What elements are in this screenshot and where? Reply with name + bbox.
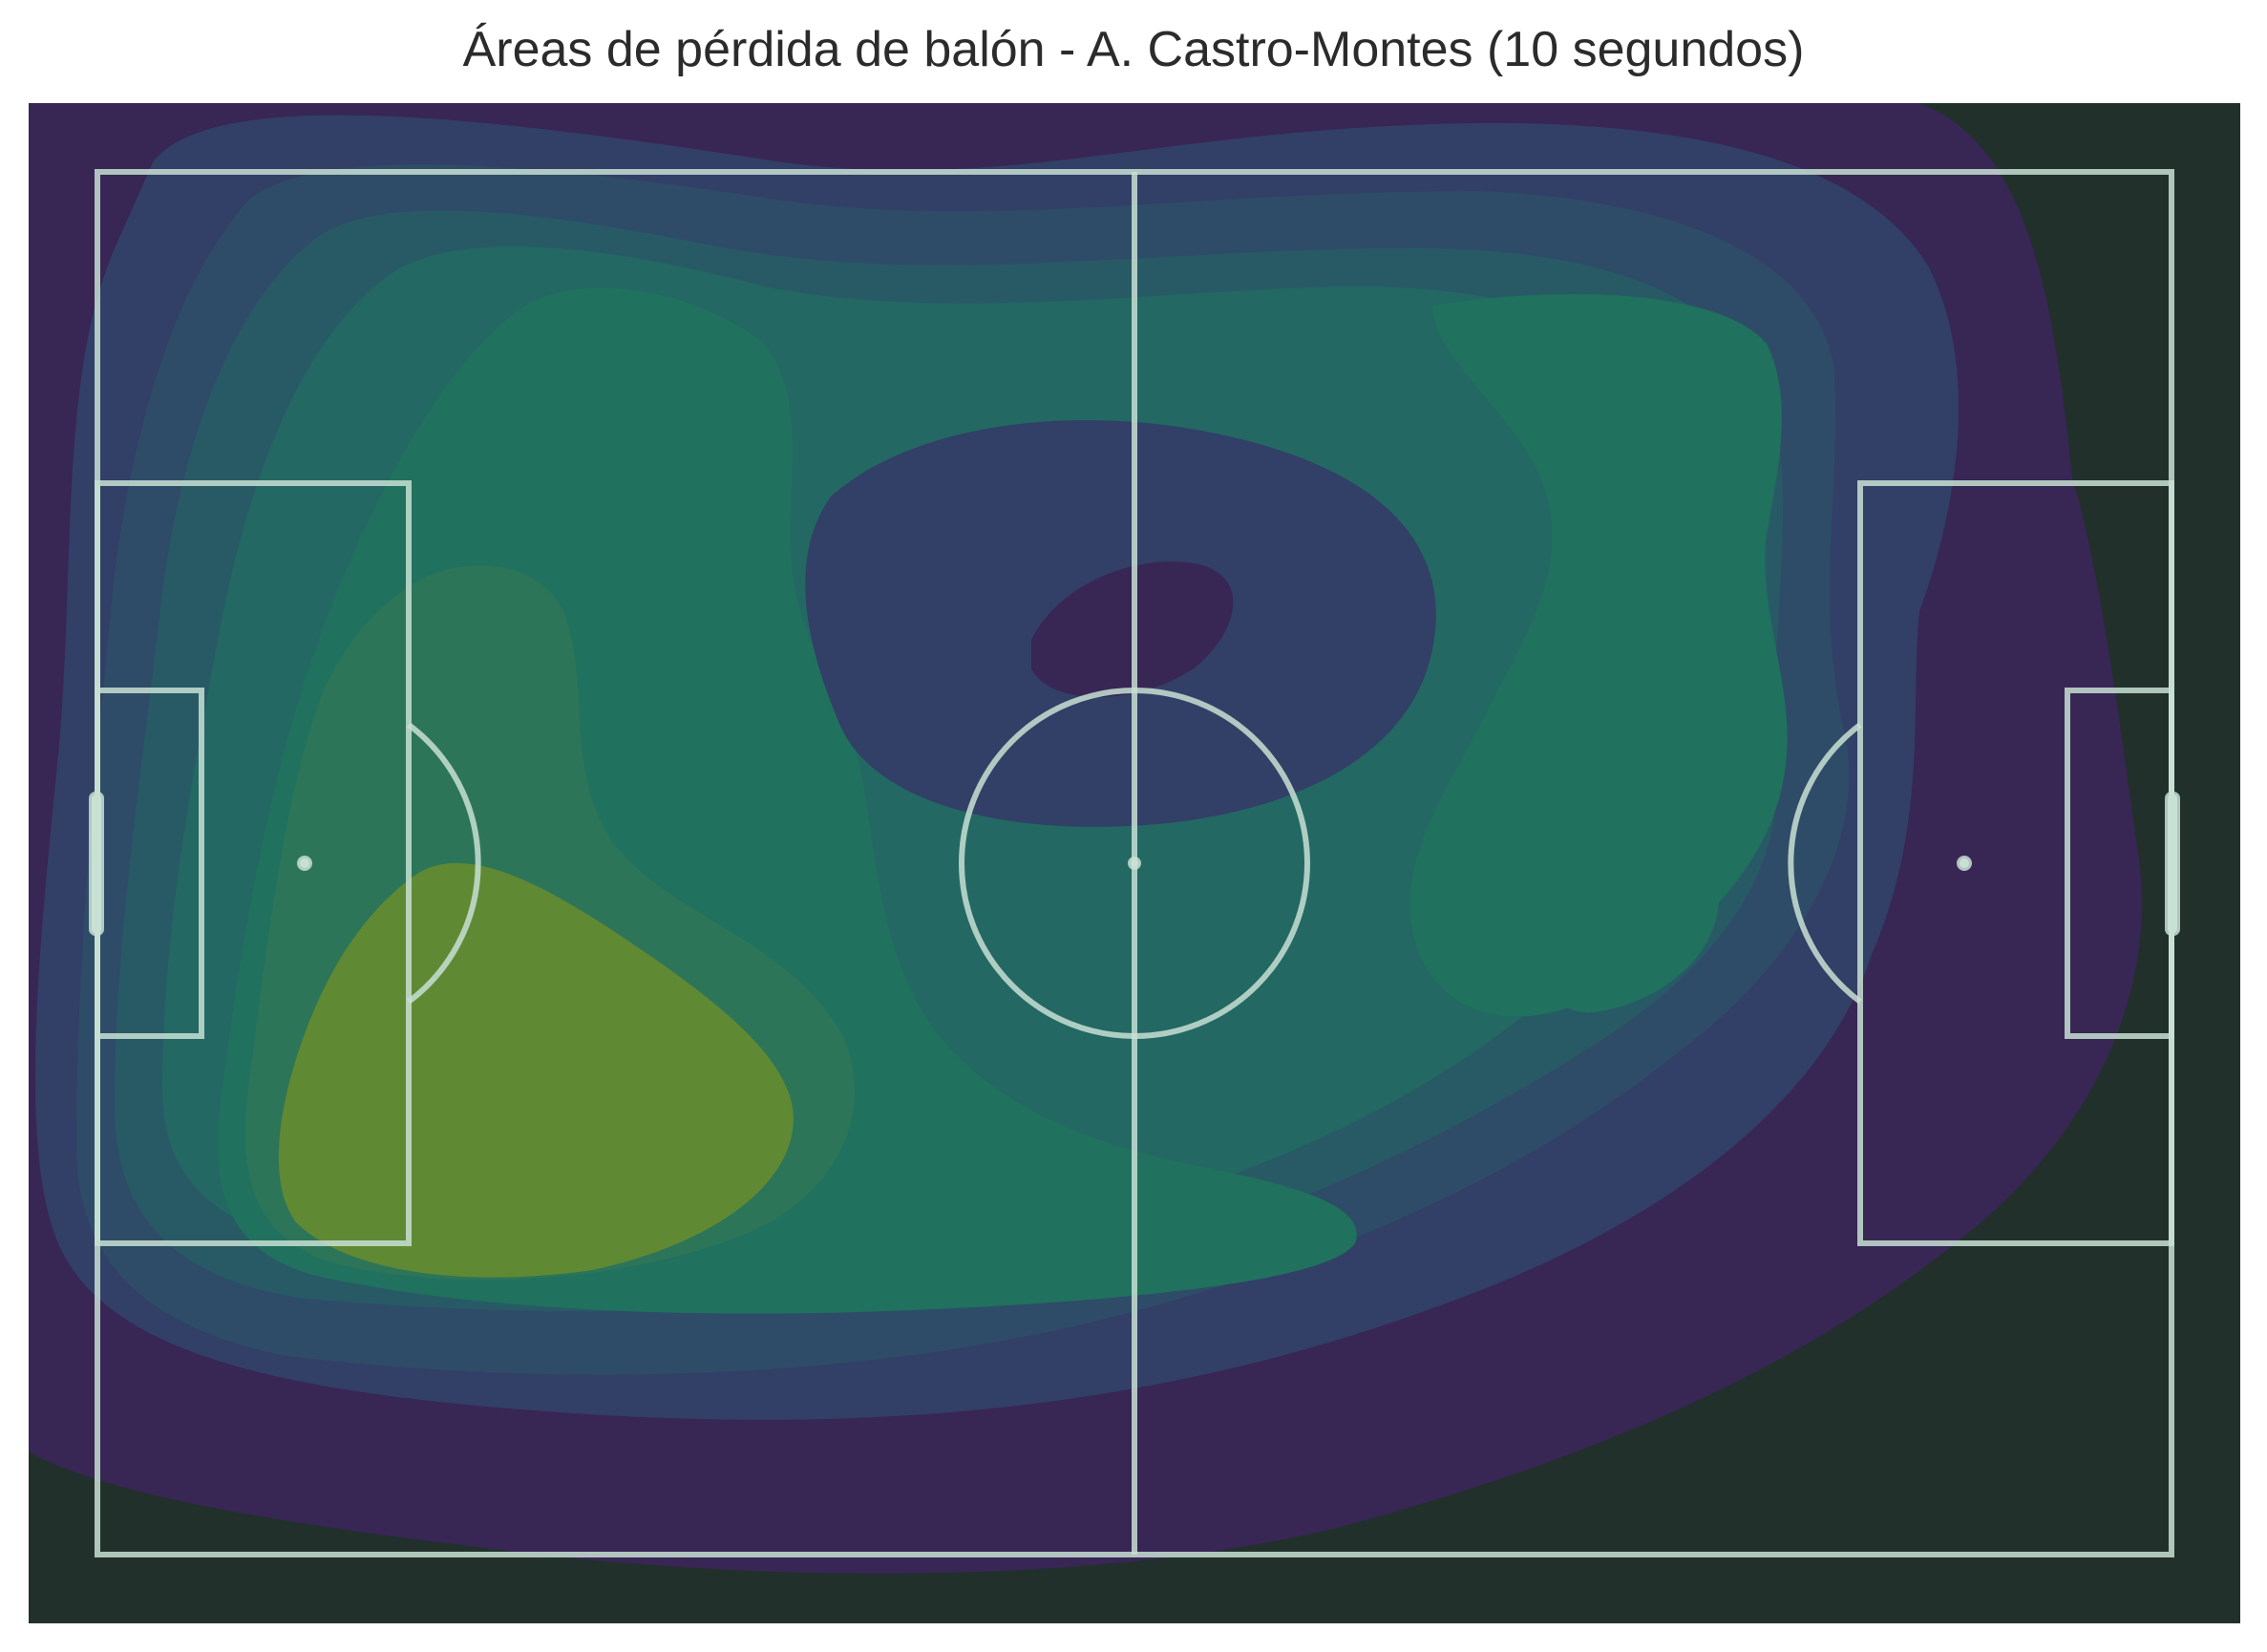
right-goal: [2165, 792, 2180, 936]
chart-title: Áreas de pérdida de balón - A. Castro-Mo…: [462, 22, 1805, 77]
centre-spot: [1128, 857, 1141, 870]
density-level-6b: [1409, 294, 1788, 1017]
left-penalty-arc: [407, 722, 481, 1005]
pitch-markings: [89, 169, 2180, 1557]
centre-circle: [959, 688, 1310, 1039]
density-layer: [29, 103, 2143, 1574]
left-penalty-spot: [297, 856, 312, 871]
density-level-7b: [1539, 815, 1719, 1013]
left-goal: [89, 792, 104, 936]
right-penalty-arc: [1788, 722, 1862, 1005]
right-penalty-spot: [1957, 856, 1972, 871]
